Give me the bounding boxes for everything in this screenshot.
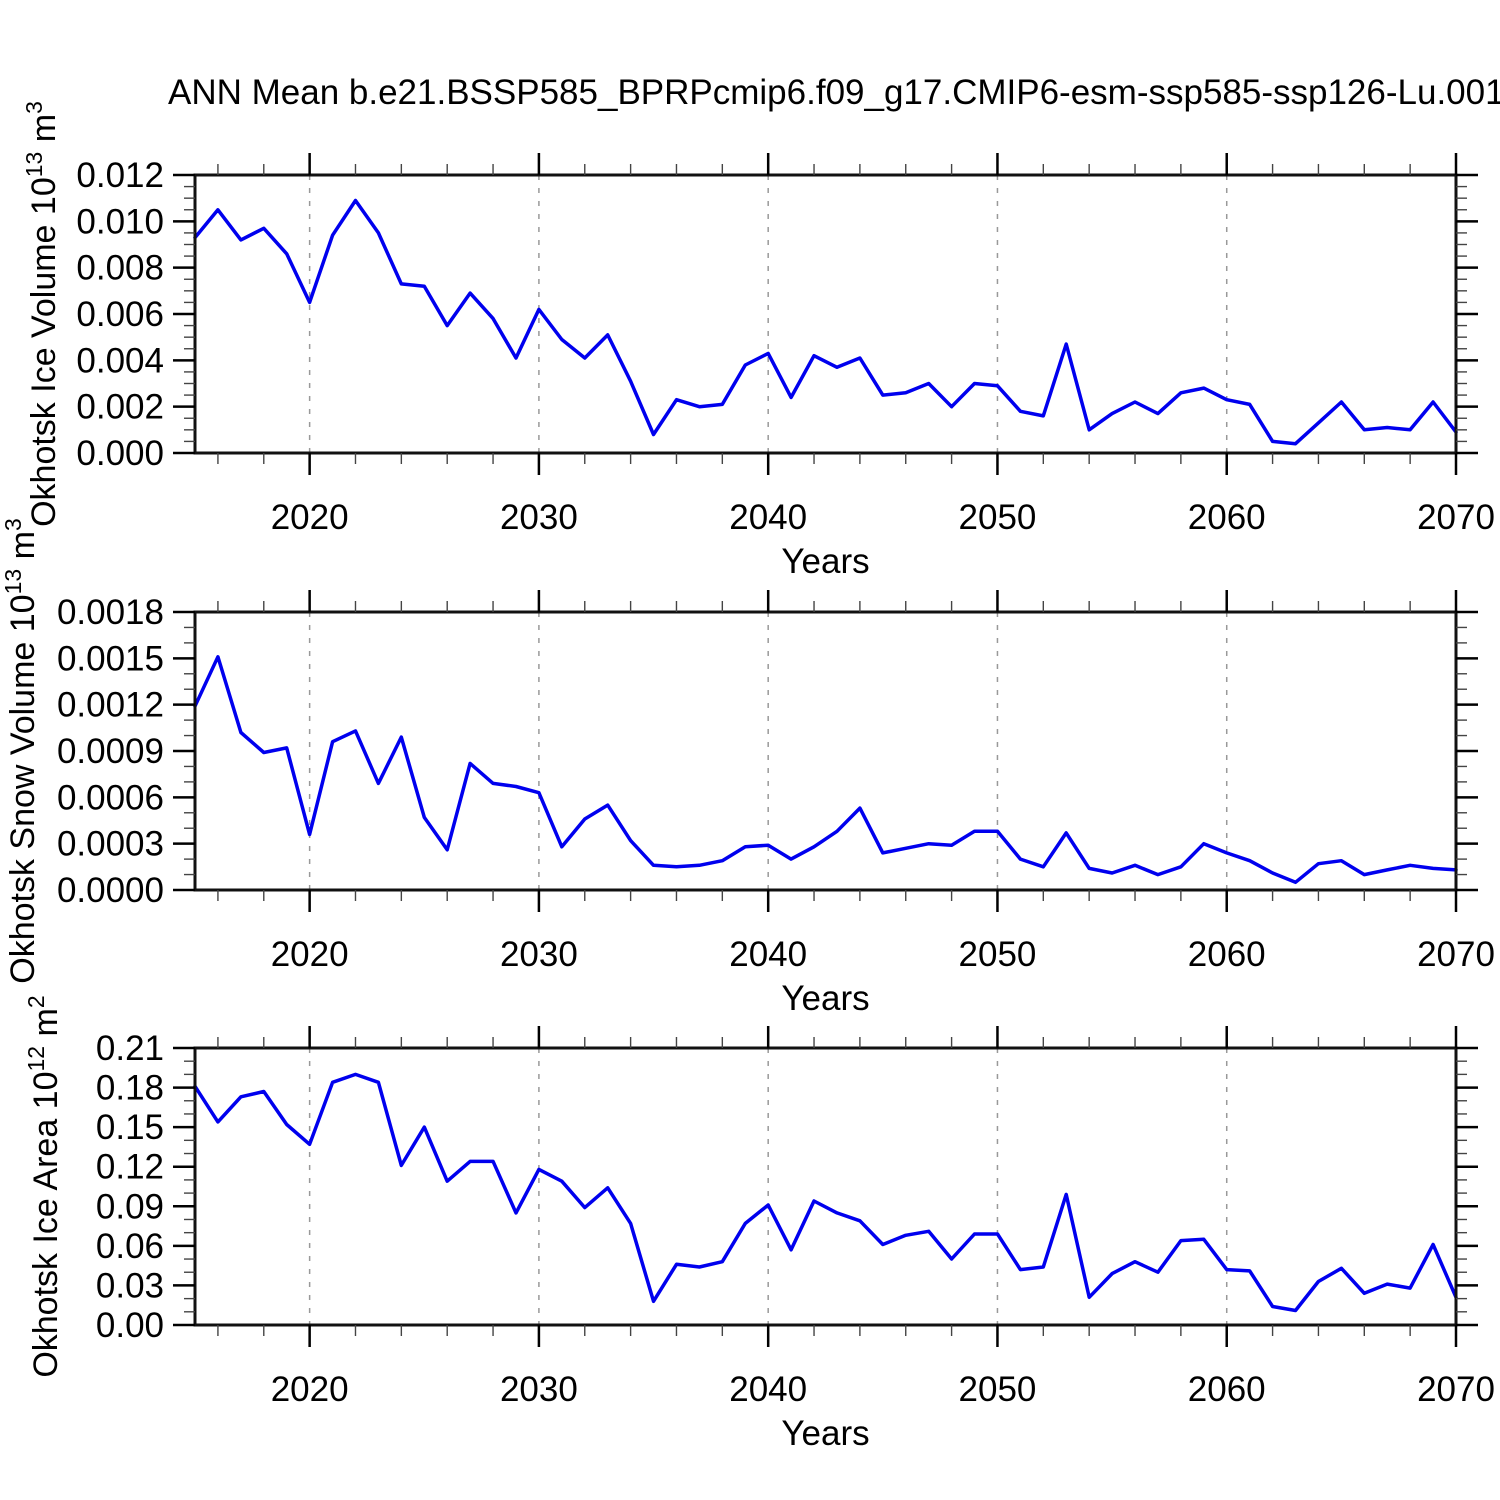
series-line-okhotsk-ice-area: [193, 1072, 1458, 1313]
y-tick-label: 0.0009: [57, 732, 164, 771]
y-tick-label: 0.21: [96, 1029, 164, 1068]
x-tick-label: 2060: [1188, 1370, 1266, 1409]
y-tick-label: 0.004: [76, 341, 164, 380]
x-tick-label: 2060: [1188, 498, 1266, 537]
chart-panel-okhotsk-snow-volume: 2020 2030 2040 2050 2060 2070 0.0018 0.0015 0.00…: [0, 518, 1495, 1018]
x-tick-label: 2020: [271, 498, 349, 537]
x-tick-label: 2040: [729, 498, 807, 537]
x-tick-label: 2030: [500, 935, 578, 974]
y-tick-label: 0.0015: [57, 639, 164, 678]
x-tick-label: 2030: [500, 498, 578, 537]
y-tick-label: 0.15: [96, 1108, 164, 1147]
y-axis-title: Okhotsk Ice Volume 1013 m3: [21, 101, 63, 527]
x-axis-title: Years: [781, 979, 869, 1018]
x-tick-label: 2050: [959, 935, 1037, 974]
charts-group: 2020 2030 2040 2050 2060 2070 0.012 0.010 0.008 0…: [0, 101, 1495, 1453]
y-tick-label: 0.03: [96, 1266, 164, 1305]
x-tick-label: 2030: [500, 1370, 578, 1409]
x-tick-label: 2050: [959, 1370, 1037, 1409]
chart-panel-okhotsk-ice-volume: 2020 2030 2040 2050 2060 2070 0.012 0.010 0.008 0…: [21, 101, 1495, 581]
y-tick-label: 0.12: [96, 1148, 164, 1187]
x-tick-label: 2070: [1417, 1370, 1495, 1409]
y-tick-label: 0.18: [96, 1069, 164, 1108]
axis-frame: [193, 173, 1458, 455]
y-tick-label: 0.0000: [57, 871, 164, 910]
chart-panel-okhotsk-ice-area: 2020 2030 2040 2050 2060 2070 0.210.180.150.12…: [23, 995, 1495, 1453]
y-tick-label: 0.0012: [57, 686, 164, 725]
y-tick-label: 0.06: [96, 1227, 164, 1266]
x-axis-title: Years: [781, 1414, 869, 1453]
x-tick-label: 2050: [959, 498, 1037, 537]
x-tick-label: 2070: [1417, 935, 1495, 974]
x-tick-label: 2020: [271, 1370, 349, 1409]
x-tick-label: 2040: [729, 1370, 807, 1409]
y-tick-label: 0.010: [76, 202, 164, 241]
y-tick-label: 0.0018: [57, 593, 164, 632]
x-tick-label: 2040: [729, 935, 807, 974]
x-axis-title: Years: [781, 542, 869, 581]
x-tick-label: 2020: [271, 935, 349, 974]
y-tick-label: 0.008: [76, 249, 164, 288]
x-tick-label: 2060: [1188, 935, 1266, 974]
y-tick-label: 0.006: [76, 295, 164, 334]
y-tick-label: 0.002: [76, 388, 164, 427]
y-tick-label: 0.012: [76, 156, 164, 195]
y-tick-label: 0.09: [96, 1187, 164, 1226]
y-tick-label: 0.0006: [57, 778, 164, 817]
y-axis-title: Okhotsk Snow Volume 1013 m3: [0, 518, 42, 984]
axis-frame: [193, 610, 1458, 892]
x-tick-label: 2070: [1417, 498, 1495, 537]
series-line-okhotsk-snow-volume: [193, 655, 1458, 885]
y-axis-title: Okhotsk Ice Area 1012 m2: [23, 995, 65, 1377]
axis-frame: [193, 1046, 1458, 1327]
y-tick-label: 0.000: [76, 434, 164, 473]
series-line-okhotsk-ice-volume: [193, 198, 1458, 446]
y-tick-label: 0.00: [96, 1306, 164, 1345]
y-tick-label: 0.0003: [57, 825, 164, 864]
figure-title: ANN Mean b.e21.BSSP585_BPRPcmip6.f09_g17…: [168, 73, 1500, 112]
